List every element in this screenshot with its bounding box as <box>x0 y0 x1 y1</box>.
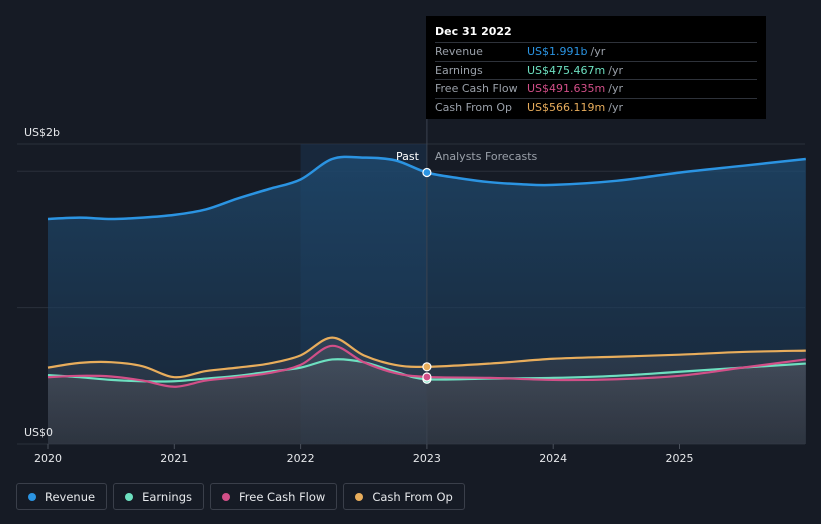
cfo-point-marker <box>422 362 432 372</box>
legend-label: Free Cash Flow <box>239 489 326 504</box>
tooltip-label: Cash From Op <box>435 100 513 114</box>
tooltip-label: Free Cash Flow <box>435 82 518 95</box>
legend-item-earnings[interactable]: Earnings <box>113 483 204 510</box>
legend-item-free-cash-flow[interactable]: Free Cash Flow <box>210 483 338 510</box>
x-axis-ticks: 2020 2021 2022 2023 2024 2025 <box>34 444 694 465</box>
x-tick-label: 2023 <box>413 452 441 465</box>
legend: Revenue Earnings Free Cash Flow Cash Fro… <box>16 483 465 512</box>
legend-dot-icon <box>28 492 36 501</box>
x-tick-label: 2020 <box>34 452 62 465</box>
tooltip-value: US$475.467m <box>527 63 606 77</box>
series-lines[interactable] <box>47 155 806 388</box>
tooltip-row-earnings: Earnings US$475.467m /yr <box>435 60 757 80</box>
legend-label: Revenue <box>45 489 96 504</box>
x-tick-label: 2022 <box>287 452 315 465</box>
highlight-markers <box>422 167 432 384</box>
revenue-series-line[interactable] <box>47 155 806 221</box>
y-axis-bottom-label: US$0 <box>24 426 53 439</box>
x-tick-label: 2025 <box>666 452 694 465</box>
tooltip-date: Dec 31 2022 <box>435 25 512 38</box>
legend-dot-icon <box>222 492 230 501</box>
tooltip-label: Earnings <box>435 63 483 77</box>
tooltip-unit: /yr <box>608 63 623 77</box>
tooltip-label: Revenue <box>435 45 483 58</box>
legend-item-revenue[interactable]: Revenue <box>16 483 108 510</box>
past-label: Past <box>396 150 420 163</box>
legend-dot-icon <box>125 492 134 501</box>
tooltip: Dec 31 2022 Revenue US$1.991b /yr Earnin… <box>426 16 766 119</box>
y-axis-top-label: US$2b <box>24 126 60 139</box>
legend-dot-icon <box>355 492 364 501</box>
legend-label: Earnings <box>142 489 192 504</box>
tooltip-row-free-cash-flow: Free Cash Flow US$491.635m /yr <box>435 79 757 98</box>
tooltip-value: US$491.635m <box>527 82 606 95</box>
fcf-series-line[interactable] <box>47 344 806 388</box>
tooltip-row-revenue: Revenue US$1.991b /yr <box>435 42 757 61</box>
tooltip-value: US$1.991b <box>527 45 588 58</box>
x-tick-label: 2024 <box>539 452 567 465</box>
fcf-point-marker <box>422 372 432 382</box>
tooltip-value: US$566.119m <box>527 100 606 114</box>
tooltip-row-cash-from-op: Cash From Op US$566.119m /yr <box>435 97 757 117</box>
revenue-point-marker <box>422 167 432 178</box>
analysts-forecasts-label: Analysts Forecasts <box>435 150 538 163</box>
x-tick-label: 2021 <box>160 452 188 465</box>
tooltip-unit: /yr <box>590 45 606 58</box>
cfo-series-line[interactable] <box>47 336 806 379</box>
tooltip-unit: /yr <box>608 82 623 95</box>
legend-item-cash-from-op[interactable]: Cash From Op <box>343 483 465 510</box>
legend-label: Cash From Op <box>372 489 453 504</box>
tooltip-unit: /yr <box>608 100 623 114</box>
